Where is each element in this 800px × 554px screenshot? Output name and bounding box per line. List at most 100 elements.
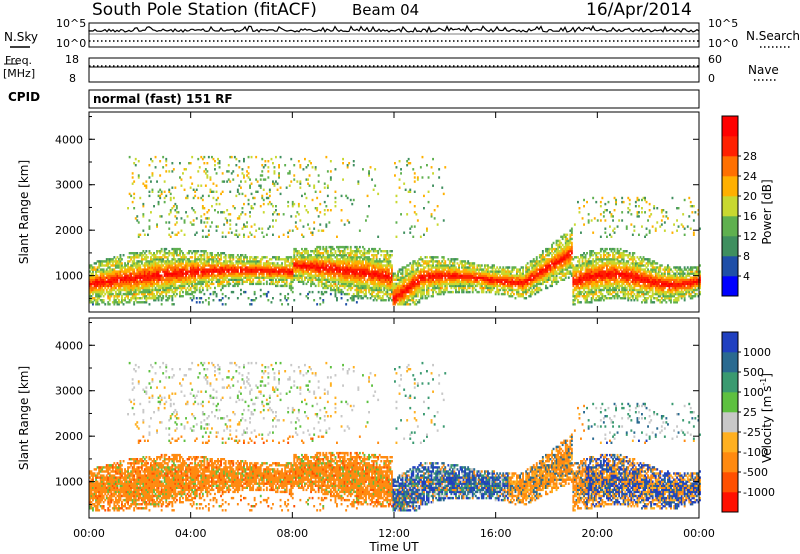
power-cell bbox=[365, 282, 367, 286]
power-cell bbox=[272, 274, 274, 277]
power-cell bbox=[95, 290, 97, 294]
power-cell bbox=[95, 278, 97, 281]
power-cell bbox=[107, 297, 110, 300]
power-cell bbox=[346, 166, 349, 169]
power-cell bbox=[215, 264, 218, 267]
power-cell bbox=[227, 274, 230, 277]
power-cell bbox=[157, 299, 160, 302]
power-cell bbox=[339, 245, 341, 249]
power-cell bbox=[261, 174, 264, 177]
power-cell bbox=[342, 260, 344, 263]
power-cell bbox=[157, 194, 160, 198]
power-cell bbox=[154, 268, 157, 271]
power-cell bbox=[236, 297, 239, 300]
power-cell bbox=[107, 286, 110, 290]
power-cell bbox=[195, 258, 198, 261]
power-cell bbox=[281, 266, 283, 269]
power-cell bbox=[285, 258, 288, 261]
power-cell bbox=[357, 180, 360, 183]
power-cell bbox=[168, 262, 171, 265]
power-cell bbox=[145, 256, 148, 259]
power-cell bbox=[352, 254, 355, 257]
power-cell bbox=[284, 295, 287, 298]
power-cell bbox=[96, 292, 99, 296]
power-cell bbox=[175, 270, 178, 273]
power-cell bbox=[143, 268, 146, 271]
power-cell bbox=[145, 270, 148, 273]
power-cell bbox=[314, 284, 317, 288]
power-cell bbox=[262, 270, 265, 273]
power-cell bbox=[160, 247, 163, 251]
power-cell bbox=[201, 270, 204, 273]
power-cell bbox=[139, 276, 142, 279]
power-cell bbox=[346, 196, 349, 200]
power-cell bbox=[89, 288, 91, 292]
power-cell bbox=[195, 188, 198, 191]
power-cell bbox=[362, 264, 364, 267]
power-cell bbox=[265, 292, 268, 296]
power-cell bbox=[252, 280, 255, 283]
power-cell bbox=[351, 286, 354, 290]
power-cell bbox=[358, 290, 361, 294]
power-cell bbox=[153, 252, 155, 255]
power-cell bbox=[198, 276, 201, 279]
power-cell bbox=[297, 262, 300, 265]
power-cell bbox=[355, 276, 358, 279]
power-cell bbox=[220, 299, 222, 302]
power-cell bbox=[165, 270, 168, 273]
power-cell bbox=[319, 211, 322, 214]
power-cell bbox=[130, 286, 133, 290]
power-cell bbox=[363, 264, 366, 267]
power-cell bbox=[127, 284, 129, 288]
power-cell bbox=[107, 282, 110, 286]
power-cell bbox=[119, 282, 122, 286]
power-cell bbox=[354, 254, 357, 257]
power-cell bbox=[101, 299, 104, 302]
power-cell bbox=[354, 264, 357, 267]
power-cell bbox=[151, 297, 154, 300]
power-cell bbox=[113, 288, 116, 292]
power-cell bbox=[366, 194, 369, 198]
power-cell bbox=[354, 284, 357, 288]
power-cell bbox=[147, 274, 149, 277]
power-cell bbox=[307, 254, 309, 257]
power-cell bbox=[168, 227, 171, 230]
power-cell bbox=[116, 264, 119, 267]
power-cell bbox=[191, 264, 194, 267]
power-cell bbox=[273, 264, 276, 267]
power-cell bbox=[319, 272, 322, 275]
power-cell bbox=[268, 266, 271, 269]
power-cell bbox=[143, 286, 146, 290]
power-cell bbox=[268, 225, 271, 228]
power-cell bbox=[355, 288, 358, 292]
power-cell bbox=[282, 272, 285, 275]
power-cell bbox=[156, 250, 158, 253]
power-cell bbox=[329, 258, 332, 261]
power-cell bbox=[311, 274, 314, 277]
power-cell bbox=[261, 227, 264, 230]
power-cell bbox=[326, 252, 329, 255]
power-cell bbox=[114, 284, 117, 288]
power-cell bbox=[118, 258, 120, 261]
power-cell bbox=[90, 272, 93, 275]
power-cell bbox=[282, 268, 285, 271]
power-cell bbox=[354, 258, 357, 261]
power-cell bbox=[148, 278, 151, 281]
power-cell bbox=[168, 295, 171, 298]
power-cell bbox=[262, 256, 265, 259]
power-cell bbox=[163, 262, 166, 265]
power-cell bbox=[220, 276, 222, 279]
power-cell bbox=[172, 258, 175, 261]
power-cell bbox=[358, 272, 361, 275]
power-cell bbox=[357, 182, 360, 185]
power-cell bbox=[168, 290, 171, 294]
power-cell bbox=[101, 284, 104, 288]
power-cell bbox=[333, 286, 335, 290]
power-cell bbox=[250, 225, 253, 228]
power-cell bbox=[175, 292, 178, 296]
power-cell bbox=[363, 282, 366, 286]
power-cell bbox=[180, 178, 183, 181]
power-cell bbox=[124, 262, 126, 265]
power-cell bbox=[113, 274, 116, 277]
power-cell bbox=[128, 276, 131, 279]
